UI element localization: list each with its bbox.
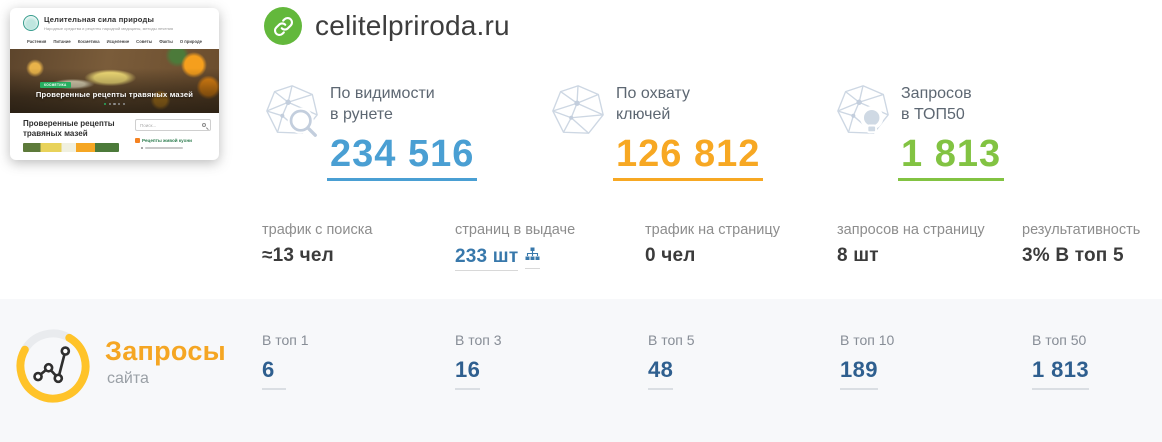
top50-value-link[interactable]: 1 813 <box>1032 357 1090 390</box>
stat-search-traffic: трафик с поиска ≈13 чел <box>262 222 373 266</box>
small-metrics-row: трафик с поиска ≈13 чел страниц в выдаче… <box>262 222 1162 271</box>
thumb-site-title: Целительная сила природы <box>44 15 155 25</box>
top10-value-link[interactable]: 189 <box>840 357 878 390</box>
domain-header: celitelpriroda.ru <box>264 7 510 45</box>
top1-value-link[interactable]: 6 <box>262 357 286 390</box>
big-metrics-row: По видимости в рунете 234 516 По охвату … <box>262 79 1162 181</box>
thumb-carousel-dots <box>10 92 219 110</box>
search-icon <box>201 122 206 128</box>
metric-label: По видимости в рунете <box>330 85 435 123</box>
stat-top10: В топ 10 189 <box>840 332 1032 390</box>
site-logo-icon <box>23 15 39 31</box>
stat-top5: В топ 5 48 <box>648 332 840 390</box>
thumb-nav-item: Советы <box>136 39 153 44</box>
keys-coverage-value-link[interactable]: 126 812 <box>613 133 764 181</box>
stat-effectiveness: результативность 3% В топ 5 <box>1022 222 1141 266</box>
stat-top50: В топ 50 1 813 <box>1032 332 1162 390</box>
thumb-hero-image: КОСМЕТИКА Проверенные рецепты травяных м… <box>10 49 219 113</box>
top5-value-link[interactable]: 48 <box>648 357 674 390</box>
pages-indexed-link[interactable]: 233 шт <box>455 246 519 271</box>
thumb-nav-item: Растения <box>27 39 47 44</box>
metric-visibility: По видимости в рунете 234 516 <box>262 79 478 181</box>
top-positions-row: В топ 1 6 В топ 3 16 В топ 5 48 В топ 10… <box>262 332 1162 390</box>
top3-value-link[interactable]: 16 <box>455 357 481 390</box>
thumb-hero-tag: КОСМЕТИКА <box>40 82 71 88</box>
thumb-nav-item: Исцеление <box>106 39 130 44</box>
stat-traffic-per-page: трафик на страницу 0 чел <box>645 222 780 266</box>
network-search-icon <box>262 81 322 139</box>
thumb-post-photo <box>23 143 119 152</box>
site-queries-section: Запросы сайта В топ 1 6 В топ 3 16 В топ… <box>0 299 1162 442</box>
metric-label: По охвату ключей <box>616 85 690 123</box>
visibility-value-link[interactable]: 234 516 <box>327 133 478 181</box>
top50-value-link[interactable]: 1 813 <box>898 133 1005 181</box>
thumb-nav-item: Косметика <box>77 39 100 44</box>
thumb-nav: Растения Питание Косметика Исцеление Сов… <box>10 35 219 49</box>
domain-title[interactable]: celitelpriroda.ru <box>315 10 510 41</box>
thumb-hero-title: Проверенные рецепты травяных мазей <box>35 90 194 99</box>
thumb-site-tagline: Народные средства и рецепты народной мед… <box>44 25 174 31</box>
thumb-search-placeholder: Поиск... <box>140 122 157 128</box>
network-sphere-icon <box>548 81 608 139</box>
metric-top50-queries: Запросов в ТОП50 1 813 <box>833 79 1005 181</box>
stat-pages-indexed: страниц в выдаче 233 шт <box>455 222 645 271</box>
thumb-nav-item: О природе <box>179 39 202 44</box>
rss-icon <box>135 138 140 143</box>
site-preview-thumbnail[interactable]: Целительная сила природы Народные средст… <box>10 8 219 160</box>
thumb-sidebar-link: Рецепты живой кухни <box>135 138 211 143</box>
network-idea-icon <box>833 81 893 139</box>
queries-section-title: Запросы сайта <box>105 336 227 387</box>
metric-keys-coverage: По охвату ключей 126 812 <box>548 79 764 181</box>
stat-queries-per-page: запросов на страницу 8 шт <box>837 222 985 266</box>
stat-top3: В топ 3 16 <box>455 332 648 390</box>
thumb-site-header: Целительная сила природы Народные средст… <box>10 8 219 35</box>
metric-label: Запросов в ТОП50 <box>901 85 972 123</box>
sitemap-icon[interactable] <box>525 245 541 269</box>
thumb-nav-item: Питание <box>53 39 71 44</box>
thumb-nav-item: Факты <box>159 39 173 44</box>
thumb-search-box: Поиск... <box>135 119 211 131</box>
stat-top1: В топ 1 6 <box>262 332 455 390</box>
link-icon <box>264 7 302 45</box>
thumb-content: Проверенные рецепты травяных мазей Поиск… <box>10 113 219 152</box>
thumb-sidebar-bullet <box>135 147 211 149</box>
thumb-post-title: Проверенные рецепты травяных мазей <box>23 119 115 138</box>
queries-gauge-icon <box>9 322 97 410</box>
